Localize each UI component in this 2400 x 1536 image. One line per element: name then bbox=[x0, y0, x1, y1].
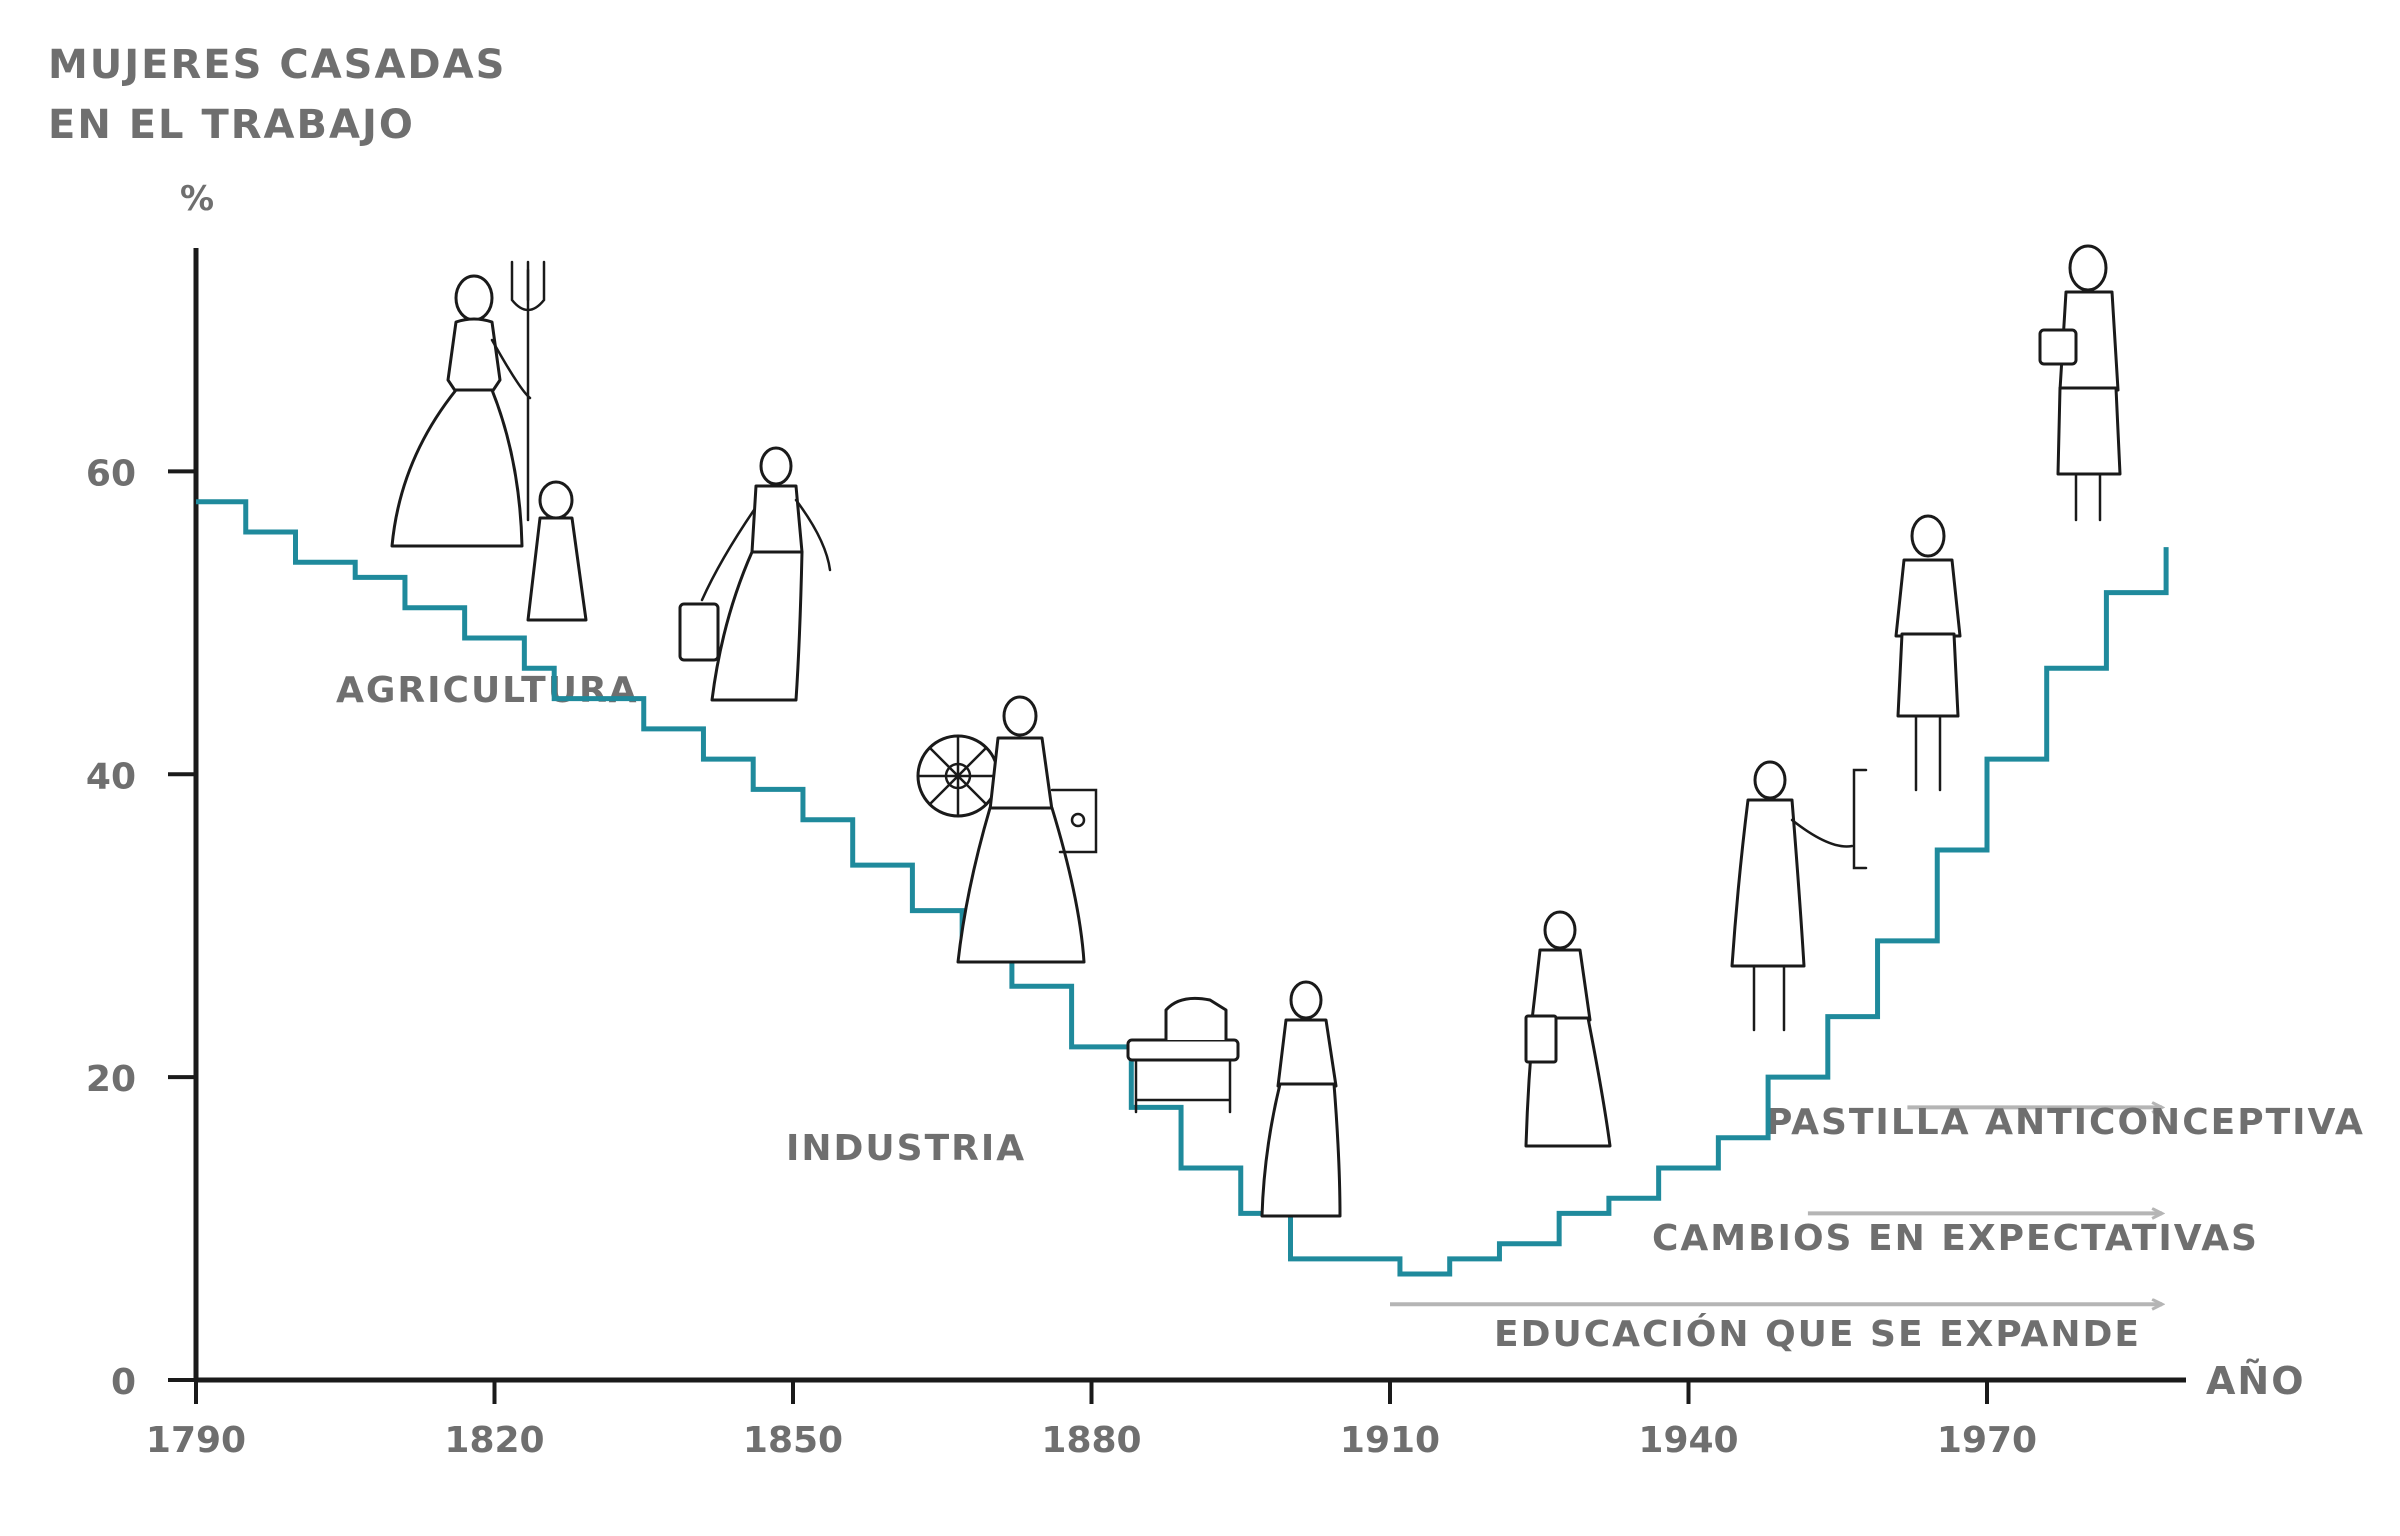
modern-woman-with-handbag-icon bbox=[2038, 244, 2122, 522]
x-tick-label-1790: 1790 bbox=[146, 1420, 246, 1461]
y-tick-label-0: 0 bbox=[111, 1362, 136, 1403]
y-ticks: 0 20 40 60 bbox=[86, 453, 196, 1403]
woman-in-suit-icon bbox=[1894, 514, 1962, 792]
annotation-pastilla-anticonceptiva: PASTILLA ANTICONCEPTIVA bbox=[1766, 1102, 2365, 1143]
x-ticks: 1790 1820 1850 1880 1910 1940 1970 bbox=[146, 1380, 2037, 1461]
y-tick-label-60: 60 bbox=[86, 453, 136, 494]
annotation-cambios-en-expectativas: CAMBIOS EN EXPECTATIVAS bbox=[1652, 1218, 2259, 1259]
woman-in-coat-icon bbox=[1730, 760, 1868, 1032]
annotation-educacion-que-se-expande: EDUCACIÓN QUE SE EXPANDE bbox=[1494, 1313, 2141, 1355]
woman-with-bucket-icon bbox=[678, 446, 832, 702]
y-axis-label: % bbox=[180, 179, 216, 219]
x-tick-label-1850: 1850 bbox=[743, 1420, 843, 1461]
x-tick-label-1970: 1970 bbox=[1937, 1420, 2037, 1461]
chart-title-line-1: MUJERES CASADAS bbox=[48, 42, 506, 88]
sewing-machine-icon bbox=[1126, 996, 1240, 1114]
series-line bbox=[196, 499, 2169, 1277]
woman-with-pitchfork-icon bbox=[390, 260, 588, 622]
x-tick-label-1820: 1820 bbox=[444, 1420, 544, 1461]
annotation-agricultura: AGRICULTURA bbox=[336, 670, 639, 711]
x-tick-label-1910: 1910 bbox=[1340, 1420, 1440, 1461]
woman-with-book-icon bbox=[1524, 910, 1612, 1148]
chart-title-line-2: EN EL TRABAJO bbox=[48, 102, 415, 148]
x-tick-label-1940: 1940 bbox=[1638, 1420, 1738, 1461]
y-tick-label-40: 40 bbox=[86, 756, 136, 797]
woman-seamstress-icon bbox=[1260, 980, 1342, 1218]
woman-with-spinning-wheel-icon bbox=[916, 695, 1098, 964]
x-tick-label-1880: 1880 bbox=[1041, 1420, 1141, 1461]
x-axis-label: AÑO bbox=[2206, 1359, 2306, 1403]
annotation-industria: INDUSTRIA bbox=[786, 1128, 1026, 1169]
y-tick-label-20: 20 bbox=[86, 1059, 136, 1100]
